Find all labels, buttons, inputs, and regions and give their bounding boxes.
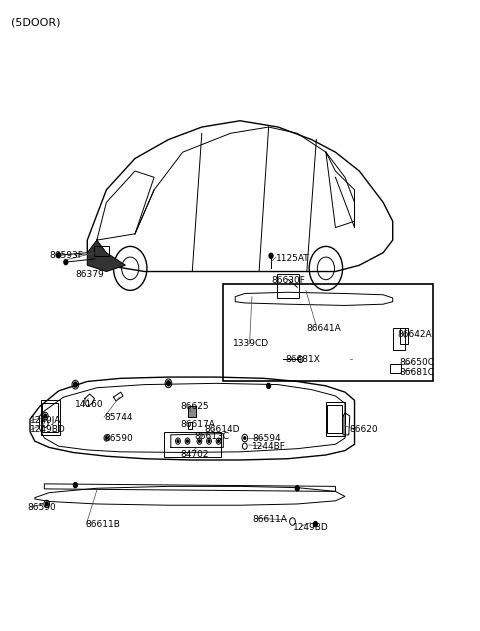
Text: 86625: 86625 <box>180 402 209 411</box>
Bar <box>95 246 109 256</box>
Circle shape <box>73 483 77 488</box>
Polygon shape <box>87 240 125 271</box>
Circle shape <box>45 502 48 506</box>
Text: 86614D: 86614D <box>204 425 240 434</box>
Circle shape <box>64 259 68 264</box>
Text: 14160: 14160 <box>75 400 104 410</box>
Text: 1244BF: 1244BF <box>252 442 286 451</box>
Bar <box>400 328 408 344</box>
Text: 86590: 86590 <box>104 433 133 442</box>
Circle shape <box>295 486 299 491</box>
Bar <box>40 400 60 435</box>
Text: 86379: 86379 <box>75 270 104 279</box>
Circle shape <box>167 381 170 386</box>
Bar <box>164 432 221 457</box>
Bar <box>188 406 196 417</box>
Text: 84702: 84702 <box>180 451 209 459</box>
Circle shape <box>44 414 47 418</box>
Bar <box>393 328 405 350</box>
Text: 1249BD: 1249BD <box>30 425 66 434</box>
Circle shape <box>57 252 60 257</box>
Circle shape <box>267 384 271 388</box>
Bar <box>390 364 401 374</box>
Circle shape <box>73 382 77 387</box>
Text: 86681C: 86681C <box>400 367 435 377</box>
Circle shape <box>199 440 200 442</box>
Text: 86611A: 86611A <box>252 515 287 524</box>
Text: 86611B: 86611B <box>85 519 120 529</box>
Text: 86613C: 86613C <box>195 432 229 441</box>
Circle shape <box>244 437 246 439</box>
Text: 86681X: 86681X <box>285 355 320 364</box>
Text: (5DOOR): (5DOOR) <box>11 17 60 27</box>
Bar <box>223 284 433 382</box>
Bar <box>188 422 192 428</box>
Circle shape <box>269 253 273 258</box>
Bar <box>42 403 58 432</box>
Text: 1339CD: 1339CD <box>233 339 269 348</box>
Text: 86590: 86590 <box>28 503 56 512</box>
Circle shape <box>313 522 317 527</box>
Text: 1249JA: 1249JA <box>30 416 61 425</box>
Bar <box>277 274 299 298</box>
Circle shape <box>187 440 189 442</box>
Text: 86650C: 86650C <box>400 358 435 367</box>
Circle shape <box>217 440 219 442</box>
Circle shape <box>177 440 179 442</box>
Circle shape <box>208 440 210 442</box>
Bar <box>327 404 342 433</box>
Text: 86617A: 86617A <box>180 420 215 429</box>
Text: 86641A: 86641A <box>307 324 342 333</box>
Bar <box>326 401 345 436</box>
Text: 1125AT: 1125AT <box>276 254 310 264</box>
Text: 86620: 86620 <box>350 425 378 434</box>
Text: 86630F: 86630F <box>271 276 305 285</box>
Text: 85744: 85744 <box>104 413 132 422</box>
Text: 86593F: 86593F <box>49 251 83 261</box>
Text: 86594: 86594 <box>252 433 280 442</box>
Text: 1249BD: 1249BD <box>292 522 328 532</box>
Text: 86642A: 86642A <box>397 330 432 339</box>
Circle shape <box>106 437 108 439</box>
